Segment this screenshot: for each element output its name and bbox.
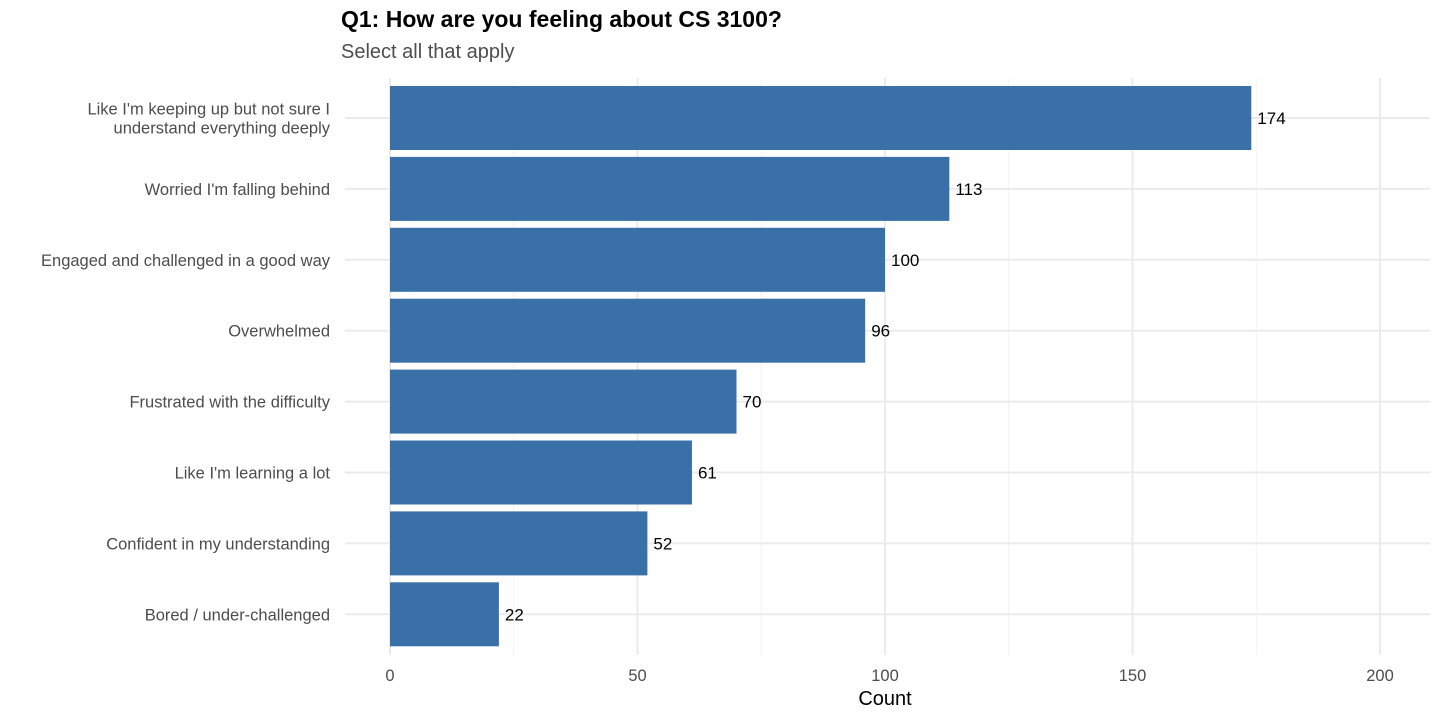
value-label: 174 — [1257, 109, 1285, 128]
x-axis-ticks: 0 50 100 150 200 — [385, 667, 1393, 685]
category-label: Engaged and challenged in a good way — [41, 252, 331, 270]
category-label-line: Like I'm learning a lot — [175, 465, 331, 483]
chart-title: Q1: How are you feeling about CS 3100? — [341, 6, 782, 32]
bar — [390, 369, 737, 434]
category-label-line: Confident in my understanding — [106, 535, 330, 553]
category-label-line: Engaged and challenged in a good way — [41, 252, 331, 270]
value-label: 70 — [743, 393, 762, 412]
value-label: 113 — [955, 180, 982, 199]
bar — [390, 511, 648, 576]
bars — [390, 86, 1252, 647]
x-axis-title: Count — [858, 688, 912, 710]
category-label-line: Frustrated with the difficulty — [129, 394, 330, 412]
x-tick-label: 0 — [385, 667, 394, 685]
chart-subtitle: Select all that apply — [341, 41, 515, 63]
value-label: 22 — [505, 605, 524, 624]
category-label-line: understand everything deeply — [114, 120, 331, 138]
bar — [390, 156, 950, 221]
bar — [390, 582, 499, 647]
bar — [390, 440, 692, 505]
category-label: Bored / under-challenged — [145, 606, 330, 624]
bar — [390, 86, 1252, 150]
category-label: Frustrated with the difficulty — [129, 394, 330, 412]
value-label: 52 — [653, 534, 672, 553]
category-label: Worried I'm falling behind — [145, 181, 330, 199]
bar — [390, 298, 866, 363]
x-tick-label: 200 — [1366, 667, 1394, 685]
category-label: Overwhelmed — [228, 323, 330, 341]
category-label-line: Like I'm keeping up but not sure I — [87, 101, 330, 119]
category-label-line: Worried I'm falling behind — [145, 181, 330, 199]
x-tick-label: 50 — [628, 667, 646, 685]
value-label: 100 — [891, 251, 919, 270]
value-label: 61 — [698, 464, 717, 483]
category-label: Confident in my understanding — [106, 535, 330, 553]
x-tick-label: 100 — [871, 667, 899, 685]
bar — [390, 227, 885, 292]
category-label-line: Overwhelmed — [228, 323, 330, 341]
category-label-line: Bored / under-challenged — [145, 606, 330, 624]
x-tick-label: 150 — [1119, 667, 1147, 685]
value-label: 96 — [871, 322, 890, 341]
category-label: Like I'm learning a lot — [175, 465, 331, 483]
value-labels: 174 113 100 96 70 61 52 22 — [505, 109, 1286, 624]
